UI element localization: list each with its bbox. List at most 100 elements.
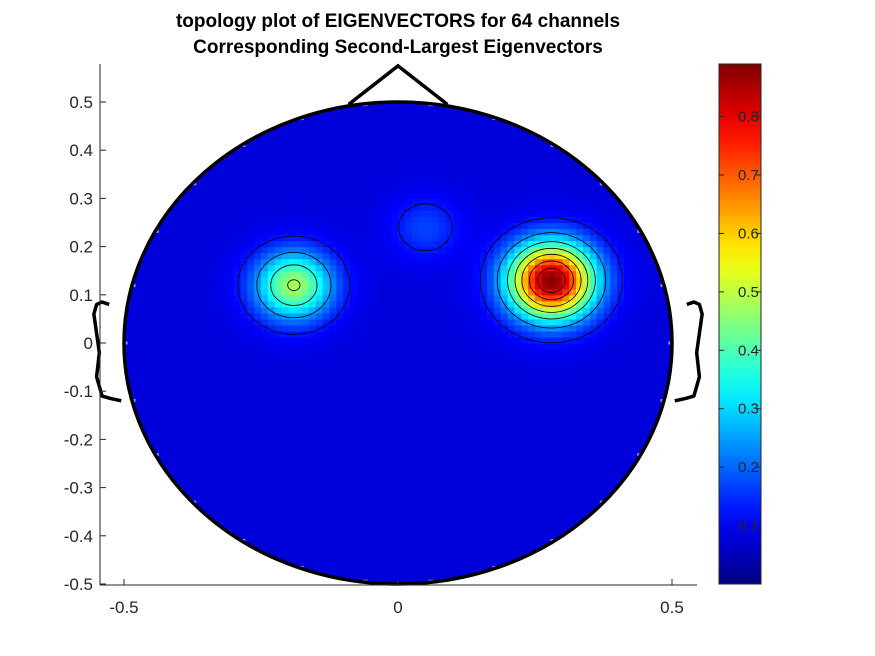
heatmap-cell (151, 373, 159, 380)
heatmap-cell (459, 324, 468, 332)
heatmap-cell (514, 463, 522, 471)
heatmap-cell (514, 324, 522, 332)
heatmap-cell (452, 120, 461, 127)
heatmap-cell (192, 330, 200, 338)
heatmap-cell (398, 451, 406, 459)
heatmap-cell (603, 336, 611, 344)
heatmap-cell (315, 469, 324, 477)
heatmap-cell (247, 505, 255, 513)
heatmap-cell (302, 210, 310, 218)
heatmap-cell (350, 162, 358, 169)
heatmap-cell (603, 282, 611, 290)
heatmap-cell (521, 397, 529, 404)
heatmap-cell (507, 493, 516, 501)
heatmap-cell (596, 300, 605, 308)
heatmap-cell (213, 282, 221, 290)
heatmap-cell (302, 427, 310, 434)
heatmap-cell (425, 108, 433, 115)
heatmap-cell (363, 312, 372, 320)
heatmap-cell (411, 108, 420, 115)
heatmap-cell (391, 216, 399, 224)
heatmap-cell (487, 336, 495, 344)
heatmap-cell (404, 499, 413, 507)
heatmap-cell (596, 216, 605, 224)
heatmap-cell (452, 415, 461, 422)
heatmap-cell (343, 186, 351, 193)
heatmap-cell (350, 403, 358, 410)
heatmap-cell (493, 198, 502, 206)
heatmap-cell (500, 228, 509, 236)
heatmap-cell (254, 475, 262, 483)
heatmap-cell (302, 361, 310, 368)
heatmap-cell (329, 559, 337, 567)
heatmap-cell (247, 168, 255, 175)
heatmap-cell (398, 306, 406, 314)
heatmap-cell (363, 355, 372, 362)
heatmap-cell (404, 535, 413, 543)
heatmap-cell (302, 156, 310, 163)
heatmap-cell (199, 270, 207, 278)
heatmap-cell (521, 469, 529, 477)
heatmap-cell (233, 511, 242, 519)
heatmap-cell (308, 361, 317, 368)
heatmap-cell (582, 318, 591, 326)
heatmap-cell (473, 222, 481, 230)
heatmap-cell (343, 324, 351, 332)
heatmap-cell (493, 391, 502, 398)
heatmap-cell (199, 427, 207, 434)
heatmap-cell (445, 258, 454, 266)
heatmap-cell (322, 379, 331, 386)
heatmap-cell (356, 306, 365, 314)
heatmap-cell (370, 138, 379, 145)
heatmap-cell (391, 258, 399, 266)
heatmap-cell (199, 282, 207, 290)
heatmap-cell (493, 553, 502, 561)
heatmap-cell (322, 343, 331, 350)
heatmap-cell (562, 343, 570, 350)
heatmap-cell (596, 379, 605, 386)
heatmap-cell (329, 336, 337, 344)
heatmap-cell (418, 547, 426, 555)
heatmap-cell (261, 288, 269, 296)
heatmap-cell (281, 294, 289, 302)
heatmap-cell (322, 246, 331, 254)
heatmap-cell (254, 391, 262, 398)
heatmap-cell (548, 216, 557, 224)
heatmap-cell (356, 391, 365, 398)
heatmap-cell (398, 409, 406, 416)
heatmap-cell (418, 282, 426, 290)
heatmap-cell (432, 240, 440, 248)
heatmap-cell (343, 355, 351, 362)
heatmap-cell (507, 529, 516, 537)
heatmap-cell (336, 469, 344, 477)
heatmap-cell (315, 529, 324, 537)
heatmap-cell (548, 409, 557, 416)
heatmap-cell (185, 306, 194, 314)
heatmap-cell (384, 457, 392, 465)
heatmap-cell (514, 162, 522, 169)
heatmap-cell (514, 234, 522, 242)
heatmap-cell (528, 487, 536, 495)
heatmap-cell (384, 300, 392, 308)
heatmap-cell (466, 433, 474, 440)
heatmap-cell (254, 282, 262, 290)
heatmap-cell (165, 379, 173, 386)
heatmap-cell (144, 330, 152, 338)
heatmap-cell (514, 276, 522, 284)
heatmap-cell (254, 355, 262, 362)
heatmap-cell (555, 475, 563, 483)
heatmap-cell (315, 126, 324, 133)
heatmap-cell (418, 475, 426, 483)
heatmap-cell (267, 433, 276, 440)
heatmap-cell (226, 216, 235, 224)
heatmap-cell (548, 481, 557, 489)
heatmap-cell (274, 318, 283, 326)
heatmap-cell (589, 415, 598, 422)
heatmap-cell (288, 144, 296, 151)
heatmap-cell (213, 216, 221, 224)
heatmap-cell (617, 216, 625, 224)
heatmap-cell (219, 487, 228, 495)
heatmap-cell (322, 294, 331, 302)
heatmap-cell (288, 553, 296, 561)
heatmap-cell (500, 367, 509, 374)
